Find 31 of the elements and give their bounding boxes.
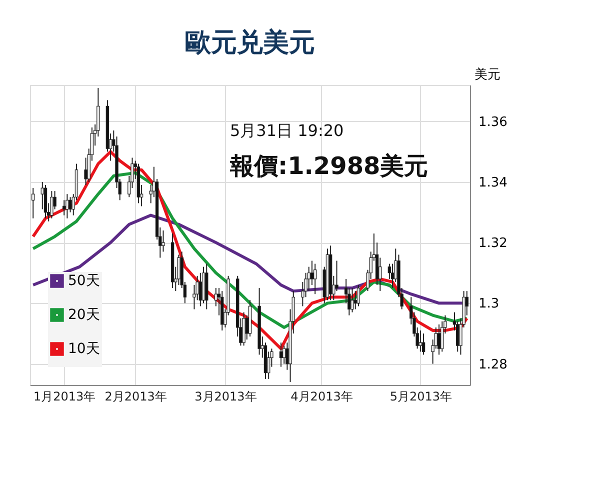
x-tick-label: 3月2013年 (194, 390, 257, 404)
candlestick (335, 260, 338, 292)
y-tick-label: 1.3 (478, 296, 500, 312)
x-tick-label: 4月2013年 (290, 390, 353, 404)
candlestick (310, 260, 314, 286)
candlestick (198, 272, 202, 307)
y-tick-label: 1.34 (478, 175, 508, 190)
y-tick-label: 1.28 (478, 357, 508, 372)
legend-label: 50天 (68, 273, 100, 289)
x-tick-label: 1月2013年 (33, 390, 96, 404)
annotation: 報價:1.2988美元 (229, 152, 428, 180)
candlestick (422, 332, 426, 356)
candlestick (50, 190, 54, 219)
annotation: 5月31日 19:20 (230, 121, 344, 140)
candlestick (313, 263, 317, 295)
candlestick (62, 200, 66, 216)
candlestick (68, 196, 72, 213)
candlestick (279, 342, 283, 368)
x-tick-label: 5月2013年 (390, 390, 452, 404)
y-tick-label: 1.32 (478, 236, 508, 252)
x-tick-label: 2月2013年 (104, 390, 167, 404)
legend-label: 20天 (68, 307, 100, 323)
candlestick (390, 263, 394, 289)
candlestick (354, 290, 357, 310)
chart-title: 歐元兑美元 (185, 28, 315, 58)
candlestick (437, 324, 441, 356)
candlestick (378, 257, 382, 292)
legend-label: 10天 (68, 341, 100, 357)
candlestick (84, 157, 88, 186)
y-tick-label: 1.36 (478, 114, 508, 130)
y-axis-title: 美元 (474, 66, 500, 82)
